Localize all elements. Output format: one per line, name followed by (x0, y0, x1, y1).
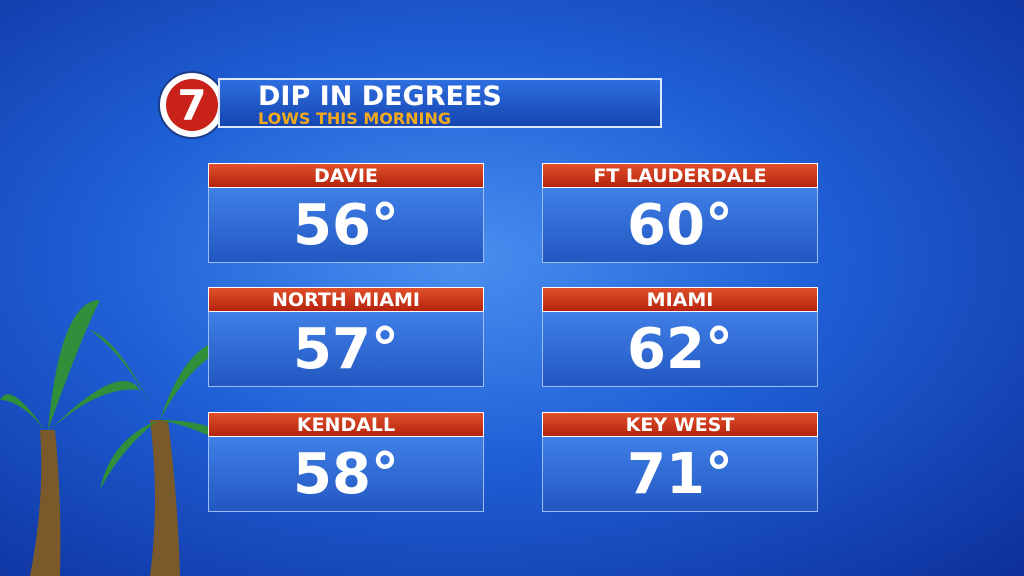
city-card: KEY WEST 71° (542, 412, 818, 512)
temperature: 62° (542, 312, 818, 387)
temperature: 57° (208, 312, 484, 387)
city-card: KENDALL 58° (208, 412, 484, 512)
city-card: FT LAUDERDALE 60° (542, 163, 818, 263)
city-card: MIAMI 62° (542, 287, 818, 387)
header-bar: DIP IN DEGREES LOWS THIS MORNING (218, 78, 662, 128)
city-card: DAVIE 56° (208, 163, 484, 263)
logo-text: 7 (177, 81, 206, 130)
logo: 7 (158, 71, 226, 139)
title: DIP IN DEGREES (258, 81, 502, 112)
temperature: 71° (542, 437, 818, 512)
temperature: 56° (208, 188, 484, 263)
temperature: 58° (208, 437, 484, 512)
city-name: FT LAUDERDALE (542, 163, 818, 188)
subtitle: LOWS THIS MORNING (258, 109, 452, 128)
city-card: NORTH MIAMI 57° (208, 287, 484, 387)
city-name: DAVIE (208, 163, 484, 188)
city-name: KEY WEST (542, 412, 818, 437)
city-name: KENDALL (208, 412, 484, 437)
temperature: 60° (542, 188, 818, 263)
city-name: MIAMI (542, 287, 818, 312)
city-name: NORTH MIAMI (208, 287, 484, 312)
